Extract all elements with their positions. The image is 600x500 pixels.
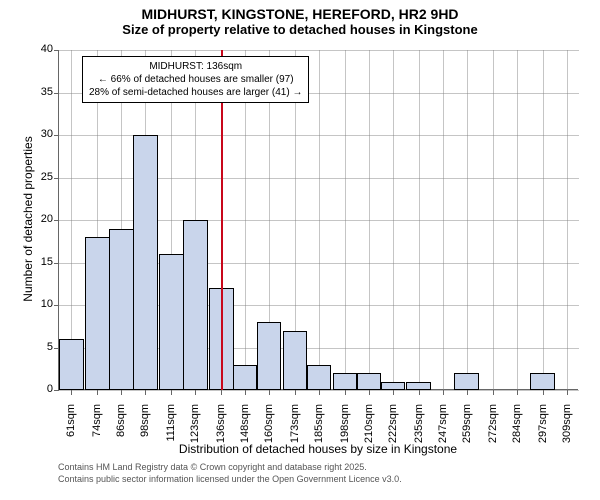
- y-tick-label: 30: [27, 128, 53, 140]
- bar: [454, 373, 479, 390]
- y-tick-label: 20: [27, 213, 53, 225]
- y-tick-label: 40: [27, 43, 53, 55]
- x-tick: [195, 390, 196, 395]
- bar: [381, 382, 406, 391]
- x-tick: [419, 390, 420, 395]
- gridline: [543, 50, 544, 390]
- gridline: [493, 50, 494, 390]
- chart-subtitle: Size of property relative to detached ho…: [0, 22, 600, 37]
- footer-line2: Contains public sector information licen…: [58, 474, 402, 486]
- bar: [85, 237, 110, 390]
- y-tick-label: 25: [27, 171, 53, 183]
- x-tick: [543, 390, 544, 395]
- x-tick: [517, 390, 518, 395]
- y-tick: [54, 390, 59, 391]
- x-tick: [71, 390, 72, 395]
- gridline: [443, 50, 444, 390]
- bar: [133, 135, 158, 390]
- bar: [59, 339, 84, 390]
- x-tick: [493, 390, 494, 395]
- x-tick: [369, 390, 370, 395]
- y-tick: [54, 263, 59, 264]
- gridline: [345, 50, 346, 390]
- x-tick: [393, 390, 394, 395]
- bar: [357, 373, 382, 390]
- bar: [530, 373, 555, 390]
- gridline: [393, 50, 394, 390]
- y-tick-label: 10: [27, 298, 53, 310]
- bar: [307, 365, 332, 391]
- x-tick: [221, 390, 222, 395]
- y-tick-label: 5: [27, 341, 53, 353]
- footer-line1: Contains HM Land Registry data © Crown c…: [58, 462, 402, 474]
- x-tick: [443, 390, 444, 395]
- x-tick: [295, 390, 296, 395]
- annotation-line2: ← 66% of detached houses are smaller (97…: [89, 73, 302, 86]
- x-axis-label: Distribution of detached houses by size …: [58, 442, 578, 456]
- x-tick: [171, 390, 172, 395]
- x-tick: [319, 390, 320, 395]
- x-tick: [145, 390, 146, 395]
- gridline: [467, 50, 468, 390]
- x-tick: [269, 390, 270, 395]
- y-tick-label: 0: [27, 383, 53, 395]
- x-tick: [467, 390, 468, 395]
- y-tick: [54, 220, 59, 221]
- x-tick: [345, 390, 346, 395]
- bar: [233, 365, 258, 391]
- gridline: [567, 50, 568, 390]
- y-tick: [54, 93, 59, 94]
- gridline: [369, 50, 370, 390]
- bar: [257, 322, 282, 390]
- bar: [406, 382, 431, 391]
- y-tick: [54, 305, 59, 306]
- bar: [159, 254, 184, 390]
- annotation-line3: 28% of semi-detached houses are larger (…: [89, 86, 302, 99]
- x-tick: [121, 390, 122, 395]
- gridline: [419, 50, 420, 390]
- bar: [333, 373, 358, 390]
- gridline: [319, 50, 320, 390]
- y-tick: [54, 50, 59, 51]
- x-tick: [567, 390, 568, 395]
- chart-title: MIDHURST, KINGSTONE, HEREFORD, HR2 9HD: [0, 6, 600, 22]
- bar: [109, 229, 134, 391]
- annotation-line1: MIDHURST: 136sqm: [89, 60, 302, 73]
- y-tick-label: 35: [27, 86, 53, 98]
- gridline: [517, 50, 518, 390]
- bar: [183, 220, 208, 390]
- x-tick: [97, 390, 98, 395]
- y-tick: [54, 178, 59, 179]
- annotation-box: MIDHURST: 136sqm ← 66% of detached house…: [82, 56, 309, 103]
- y-tick-label: 15: [27, 256, 53, 268]
- x-tick: [245, 390, 246, 395]
- chart-container: MIDHURST, KINGSTONE, HEREFORD, HR2 9HD S…: [0, 0, 600, 500]
- y-tick: [54, 135, 59, 136]
- bar: [283, 331, 308, 391]
- footer: Contains HM Land Registry data © Crown c…: [58, 462, 402, 485]
